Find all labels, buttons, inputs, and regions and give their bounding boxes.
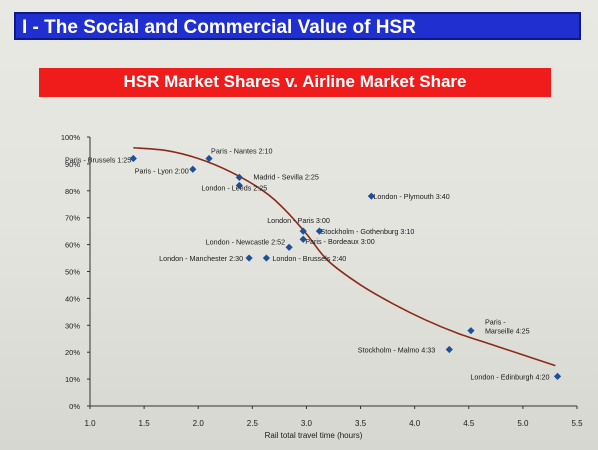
subtitle-bar: HSR Market Shares v. Airline Market Shar… bbox=[39, 68, 551, 97]
data-point-marker bbox=[553, 372, 562, 381]
x-ticks: 1.0 1.5 2.0 2.5 3.0 3.5 4.0 4.5 5.0 5.5 bbox=[84, 406, 583, 428]
data-label: Madrid - Sevilla 2:25 bbox=[253, 172, 319, 181]
data-label: London - Brussels 2:40 bbox=[272, 254, 346, 263]
y-tick-label: 30% bbox=[65, 321, 80, 330]
x-tick-label: 2.0 bbox=[193, 419, 205, 428]
data-point-marker bbox=[445, 345, 453, 354]
data-label: London - Plymouth 3:40 bbox=[373, 192, 449, 201]
data-label: Paris - Bordeaux 3:00 bbox=[305, 237, 375, 246]
data-point-marker bbox=[315, 227, 324, 235]
y-tick-label: 50% bbox=[65, 268, 80, 277]
x-tick-label: 1.0 bbox=[84, 419, 96, 428]
data-point-marker bbox=[299, 235, 307, 243]
x-tick-label: 5.5 bbox=[571, 419, 583, 428]
slide-title: I - The Social and Commercial Value of H… bbox=[22, 17, 416, 38]
trend-line bbox=[133, 146, 556, 367]
y-tick-label: 0% bbox=[69, 402, 80, 411]
data-label: Paris - Nantes 2:10 bbox=[211, 147, 273, 156]
data-point-marker bbox=[299, 227, 307, 235]
data-label: Stockholm - Gothenburg 3:10 bbox=[320, 227, 414, 236]
data-point-marker bbox=[205, 154, 213, 163]
y-tick-label: 20% bbox=[65, 348, 80, 357]
data-points bbox=[129, 154, 562, 381]
x-tick-label: 3.5 bbox=[355, 419, 367, 428]
title-bar: I - The Social and Commercial Value of H… bbox=[14, 12, 581, 40]
y-tick-label: 60% bbox=[65, 241, 80, 250]
y-ticks: 0% 10% 20% 30% 40% 50% 60% 70% 80% 90% 100% bbox=[61, 133, 90, 411]
data-point-marker bbox=[235, 173, 243, 181]
data-label: Paris - Brussels 1:25 bbox=[65, 156, 131, 165]
x-tick-label: 1.5 bbox=[139, 419, 151, 428]
data-label: Stockholm - Malmo 4:33 bbox=[358, 346, 436, 355]
data-label: London - Newcastle 2:52 bbox=[206, 237, 286, 246]
data-point-marker bbox=[467, 327, 475, 335]
data-labels: Paris - Brussels 1:25 Paris - Nantes 2:10… bbox=[65, 147, 550, 382]
chart-axes bbox=[89, 137, 577, 407]
y-tick-label: 70% bbox=[65, 214, 80, 223]
y-tick-label: 40% bbox=[65, 294, 80, 303]
data-label: London - Leeds 2:25 bbox=[201, 183, 267, 192]
data-point-marker bbox=[285, 243, 293, 251]
data-label: Paris -Marseille 4:25 bbox=[485, 318, 530, 336]
data-label: London - Edinburgh 4:20 bbox=[470, 372, 549, 381]
x-tick-label: 4.5 bbox=[463, 419, 475, 428]
x-tick-label: 3.0 bbox=[301, 419, 313, 428]
data-point-marker bbox=[189, 165, 197, 173]
data-label: Paris - Lyon 2:00 bbox=[135, 166, 189, 175]
data-point-marker bbox=[235, 181, 243, 190]
slide-subtitle: HSR Market Shares v. Airline Market Shar… bbox=[123, 72, 467, 91]
data-point-marker bbox=[367, 192, 375, 200]
data-label: London - Paris 3:00 bbox=[267, 216, 330, 225]
x-tick-label: 2.5 bbox=[247, 419, 259, 428]
x-axis-label: Rail total travel time (hours) bbox=[265, 431, 363, 440]
y-tick-label: 10% bbox=[65, 375, 80, 384]
x-tick-label: 5.0 bbox=[517, 419, 529, 428]
data-point-marker bbox=[262, 254, 271, 262]
data-label: London - Manchester 2:30 bbox=[159, 254, 243, 263]
y-tick-label: 90% bbox=[65, 160, 80, 169]
y-tick-label: 100% bbox=[61, 133, 81, 142]
data-point-marker bbox=[245, 254, 253, 262]
x-tick-label: 4.0 bbox=[409, 419, 421, 428]
y-tick-label: 80% bbox=[65, 187, 80, 196]
data-point-marker bbox=[129, 154, 137, 163]
